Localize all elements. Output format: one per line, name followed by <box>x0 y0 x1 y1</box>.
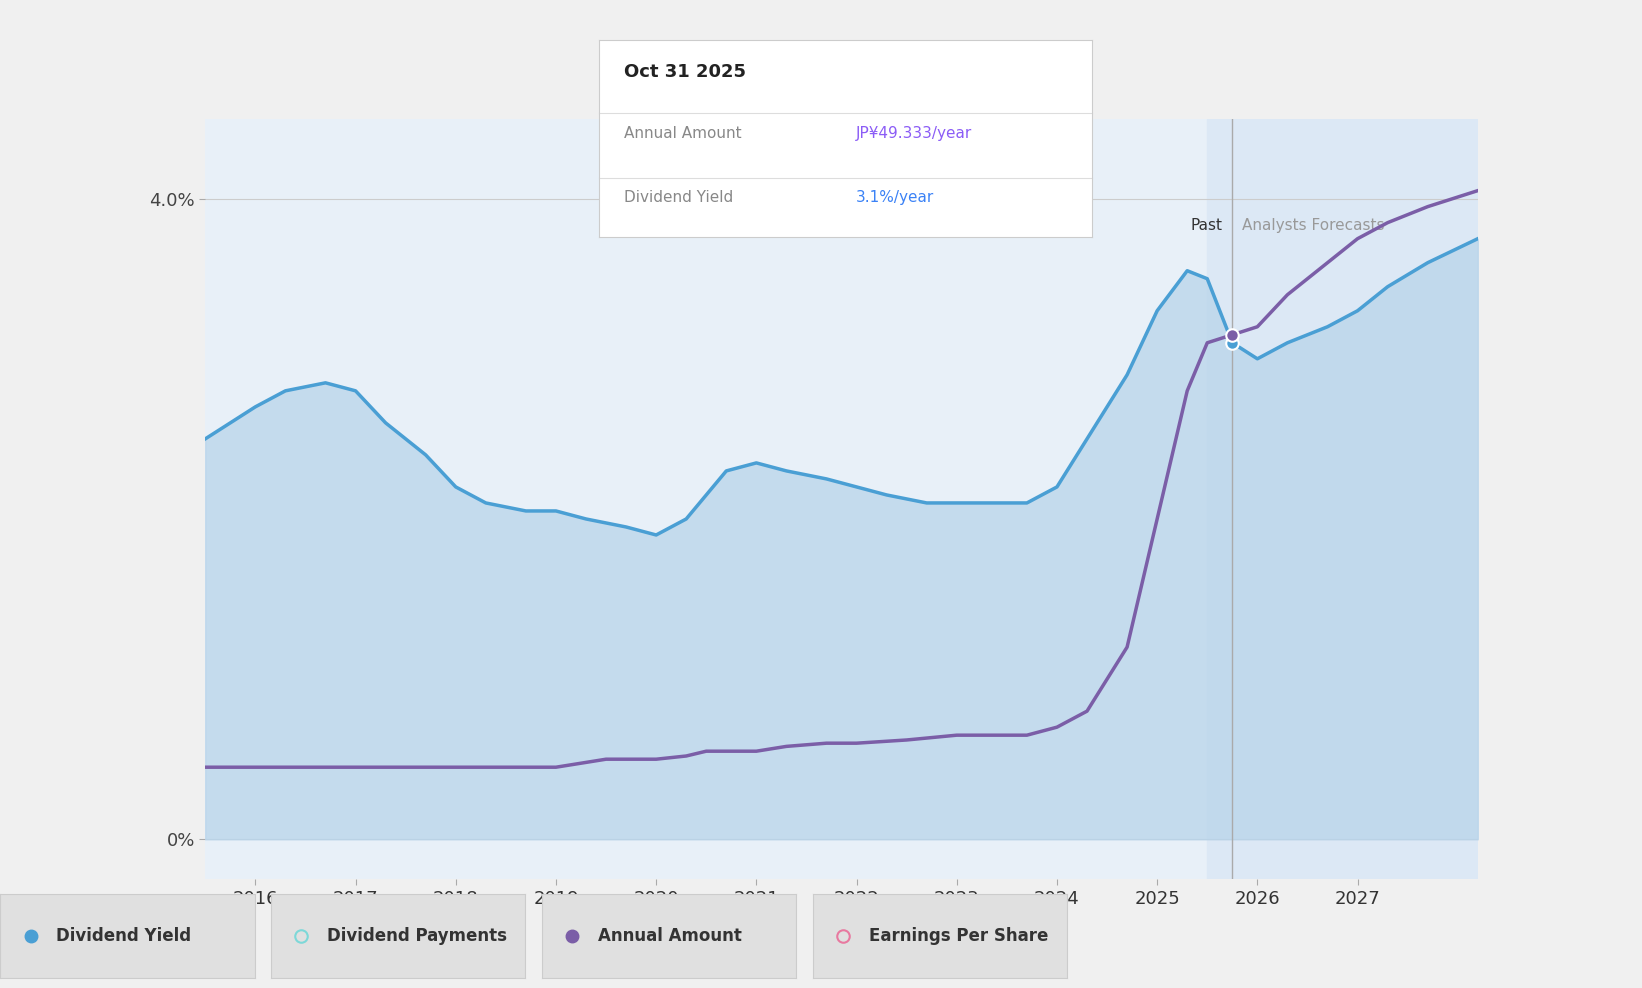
Text: Past: Past <box>1190 218 1222 233</box>
Text: Analysts Forecasts: Analysts Forecasts <box>1243 218 1384 233</box>
Text: 3.1%/year: 3.1%/year <box>855 190 934 205</box>
Text: JP¥49.333/year: JP¥49.333/year <box>855 126 972 141</box>
Text: Annual Amount: Annual Amount <box>624 126 742 141</box>
Bar <box>1207 119 1478 879</box>
Text: Dividend Yield: Dividend Yield <box>624 190 734 205</box>
Text: Oct 31 2025: Oct 31 2025 <box>624 63 745 81</box>
Text: Earnings Per Share: Earnings Per Share <box>869 927 1048 946</box>
Text: Dividend Payments: Dividend Payments <box>327 927 507 946</box>
Text: Dividend Yield: Dividend Yield <box>56 927 190 946</box>
Text: Annual Amount: Annual Amount <box>598 927 742 946</box>
